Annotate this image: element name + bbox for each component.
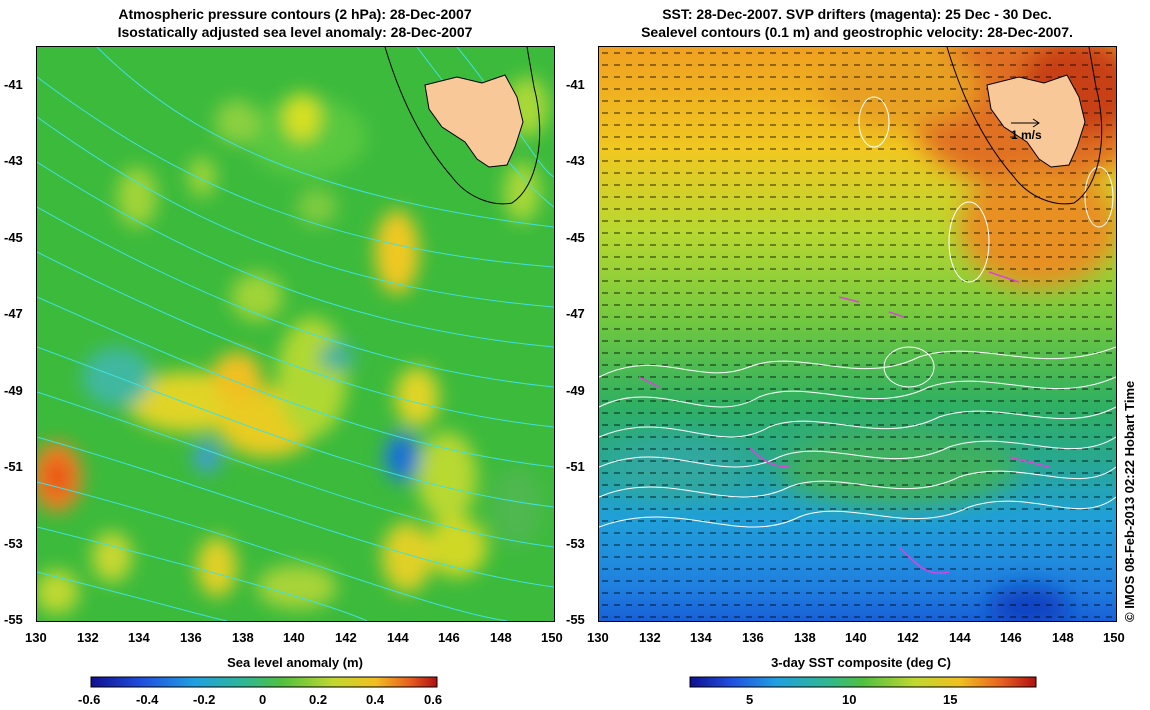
right-title: SST: 28-Dec-2007. SVP drifters (magenta)… [598,5,1116,41]
left-colorbar [90,676,438,688]
left-x-tick: 146 [438,630,460,645]
left-y-tick: -49 [4,383,23,398]
right-title-line2: Sealevel contours (0.1 m) and geostrophi… [641,24,1073,40]
right-x-tick: 148 [1052,630,1074,645]
right-y-tick: -43 [566,153,585,168]
left-colorbar-tick: 0 [259,692,267,707]
left-x-tick: 130 [25,630,47,645]
left-x-tick: 132 [77,630,99,645]
right-colorbar [689,676,1037,688]
sst-svg: 1 m/s [599,47,1116,621]
left-x-tick: 142 [335,630,357,645]
right-x-tick: 132 [639,630,661,645]
sla-anomaly-blobs [37,77,549,614]
right-y-tick: -55 [566,612,585,627]
right-y-tick: -49 [566,383,585,398]
right-y-tick: -41 [566,77,585,92]
right-x-tick: 146 [1000,630,1022,645]
right-colorbar-tick: 15 [943,692,958,707]
left-y-tick: -47 [4,306,23,321]
left-x-tick: 144 [387,630,409,645]
left-x-tick: 148 [490,630,512,645]
sea-level-anomaly-svg [37,47,554,621]
left-y-tick: -51 [4,459,23,474]
right-x-tick: 136 [742,630,764,645]
left-x-tick: 134 [128,630,150,645]
left-x-tick: 136 [180,630,202,645]
credit-text: © IMOS 08-Feb-2013 02:22 Hobart Time [1122,380,1137,622]
svp-drifter-tracks [638,271,1050,574]
left-y-tick: -43 [4,153,23,168]
right-y-tick: -51 [566,459,585,474]
right-x-tick: 138 [794,630,816,645]
velocity-scale-arrow [1011,118,1040,128]
left-colorbar-tick: -0.4 [136,692,159,707]
right-x-tick: 134 [690,630,712,645]
left-colorbar-label: Sea level anomaly (m) [227,655,363,670]
left-colorbar-tick: -0.2 [193,692,216,707]
velocity-scale-label: 1 m/s [1011,128,1042,142]
tasmania-landmass-left [424,74,524,168]
right-y-tick: -47 [566,306,585,321]
pressure-contours [37,47,554,621]
left-colorbar-tick: 0.6 [424,692,443,707]
left-colorbar-tick: 0.2 [309,692,328,707]
left-y-tick: -45 [4,230,23,245]
left-y-tick: -53 [4,536,23,551]
right-colorbar-tick: 10 [842,692,857,707]
right-x-tick: 142 [897,630,919,645]
left-x-tick: 140 [283,630,305,645]
right-x-tick: 144 [949,630,971,645]
sealevel-contours [599,96,1116,528]
right-y-tick: -53 [566,536,585,551]
right-x-tick: 140 [845,630,867,645]
right-y-tick: -45 [566,230,585,245]
right-x-tick: 130 [587,630,609,645]
right-colorbar-tick: 5 [746,692,754,707]
shelf-contour-left [384,47,541,205]
sea-level-anomaly-map [36,46,555,622]
left-title: Atmospheric pressure contours (2 hPa): 2… [36,5,554,41]
right-colorbar-label: 3-day SST composite (deg C) [771,655,951,670]
left-title-line1: Atmospheric pressure contours (2 hPa): 2… [118,6,472,22]
left-x-tick: 138 [232,630,254,645]
right-x-tick: 150 [1103,630,1125,645]
left-title-line2: Isostatically adjusted sea level anomaly… [117,24,473,40]
left-colorbar-tick: 0.4 [366,692,385,707]
left-colorbar-tick: -0.6 [78,692,101,707]
left-x-tick: 150 [541,630,563,645]
sst-map: 1 m/s [598,46,1117,622]
right-title-line1: SST: 28-Dec-2007. SVP drifters (magenta)… [662,6,1052,22]
left-y-tick: -41 [4,77,23,92]
left-y-tick: -55 [4,612,23,627]
shelf-contour-right [946,47,1103,205]
